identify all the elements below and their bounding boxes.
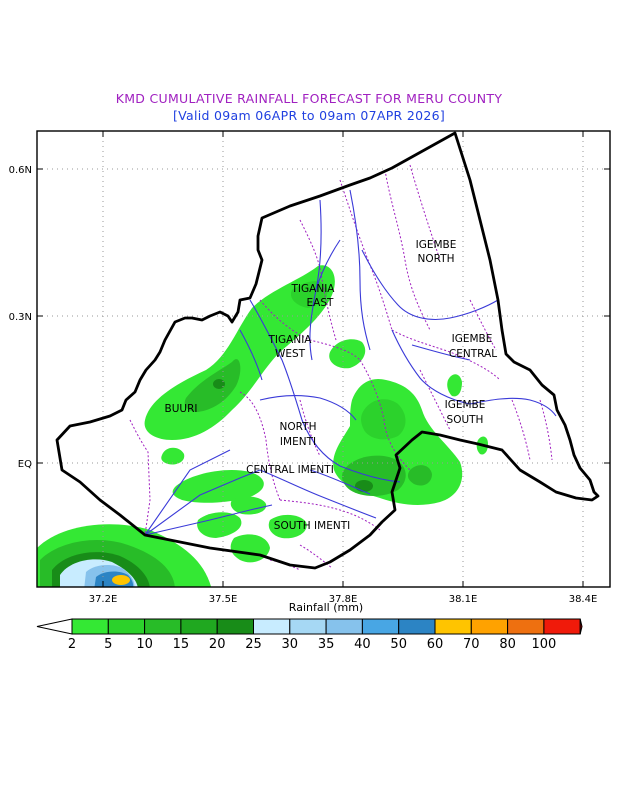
region-label-south-imenti: SOUTH IMENTI	[274, 520, 350, 532]
colorbar-swatch	[216, 618, 254, 635]
colorbar-swatch	[543, 618, 581, 635]
colorbar-tick-label: 2	[68, 637, 76, 652]
region-label-tigania-west: TIGANIA	[268, 334, 313, 346]
axis-ticks	[37, 131, 610, 587]
region-label-buuri: BUURI	[165, 403, 198, 415]
map-grid	[37, 131, 610, 587]
region-label-tigania-west-2: WEST	[275, 348, 306, 360]
x-axis-labels: 37.2E 37.5E 37.8E 38.1E 38.4E	[89, 594, 598, 605]
colorbar: 2 5 10 15 20 25 30 35 40 50 60 70 80 100	[36, 618, 583, 652]
region-label-igembe-south-2: SOUTH	[447, 414, 484, 426]
colorbar-tick-label: 25	[245, 637, 262, 652]
rainfall-peak-southwest	[112, 575, 130, 585]
colorbar-tick-label: 50	[390, 637, 407, 652]
colorbar-swatch	[180, 618, 218, 635]
colorbar-swatch	[325, 618, 363, 635]
region-label-igembe-north: IGEMBE	[416, 239, 457, 251]
colorbar-swatch	[361, 618, 400, 635]
colorbar-swatch	[144, 618, 182, 635]
region-label-igembe-south: IGEMBE	[445, 399, 486, 411]
colorbar-swatch	[71, 618, 109, 635]
colorbar-lower-extension	[36, 618, 73, 635]
x-tick-label: 37.8E	[329, 594, 358, 605]
region-label-central-imenti: CENTRAL IMENTI	[246, 464, 334, 476]
colorbar-swatch	[289, 618, 327, 635]
rivers	[144, 189, 557, 536]
colorbar-tick-label: 20	[209, 637, 226, 652]
region-label-igembe-north-2: NORTH	[418, 253, 455, 265]
x-tick-label: 38.4E	[569, 594, 598, 605]
y-axis-labels: 0.6N 0.3N EQ	[9, 165, 33, 470]
y-tick-label: 0.6N	[9, 165, 32, 176]
meru-county-boundary	[55, 131, 600, 570]
region-labels: IGEMBE NORTH TIGANIA EAST TIGANIA WEST I…	[165, 239, 498, 532]
map-title: KMD CUMULATIVE RAINFALL FORECAST FOR MER…	[115, 91, 503, 106]
colorbar-tick-label: 40	[354, 637, 371, 652]
region-label-igembe-central-2: CENTRAL	[449, 348, 497, 360]
y-tick-label: 0.3N	[9, 312, 32, 323]
map-frame	[36, 130, 611, 588]
colorbar-swatch	[507, 618, 545, 635]
colorbar-tick-label: 35	[318, 637, 335, 652]
x-tick-label: 37.5E	[209, 594, 238, 605]
colorbar-swatch	[470, 618, 509, 635]
colorbar-tick-label: 15	[173, 637, 190, 652]
colorbar-swatch	[253, 618, 291, 635]
x-tick-label: 38.1E	[449, 594, 478, 605]
region-label-north-imenti: NORTH	[280, 421, 317, 433]
colorbar-upper-extension	[579, 618, 583, 635]
rainfall-shading	[37, 265, 488, 587]
colorbar-tick-label: 70	[463, 637, 480, 652]
x-tick-label: 37.2E	[89, 594, 118, 605]
colorbar-tick-label: 100	[531, 637, 556, 652]
region-label-tigania-east: TIGANIA	[291, 283, 336, 295]
y-tick-label: EQ	[18, 459, 32, 470]
colorbar-swatch	[434, 618, 472, 635]
colorbar-swatch	[398, 618, 436, 635]
colorbar-swatch	[107, 618, 146, 635]
colorbar-tick-label: 30	[282, 637, 299, 652]
colorbar-tick-label: 80	[499, 637, 516, 652]
region-label-tigania-east-2: EAST	[307, 297, 334, 309]
region-label-igembe-central: IGEMBE	[452, 333, 493, 345]
colorbar-tick-label: 5	[104, 637, 112, 652]
colorbar-tick-label: 10	[136, 637, 153, 652]
colorbar-label: Rainfall (mm)	[289, 601, 363, 614]
subcounty-boundaries	[129, 164, 553, 571]
region-label-north-imenti-2: IMENTI	[280, 436, 316, 448]
map-subtitle: [Valid 09am 06APR to 09am 07APR 2026]	[172, 108, 446, 123]
colorbar-tick-label: 60	[427, 637, 444, 652]
